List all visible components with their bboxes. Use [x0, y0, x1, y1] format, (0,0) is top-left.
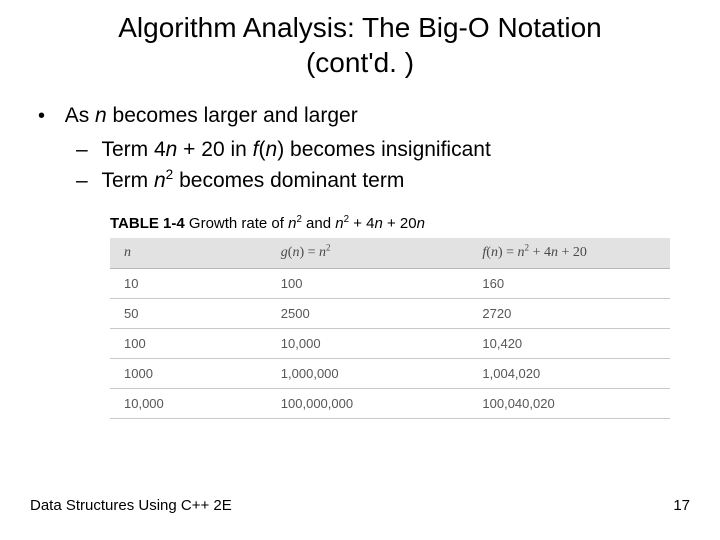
table-body: 10100160 5025002720 10010,00010,420 1000…: [110, 269, 670, 419]
table-row: 10,000100,000,000100,040,020: [110, 389, 670, 419]
slide-footer: Data Structures Using C++ 2E 17: [30, 497, 690, 514]
title-line1: Algorithm Analysis: The Big-O Notation: [118, 12, 601, 43]
slide-title: Algorithm Analysis: The Big-O Notation (…: [30, 10, 690, 80]
col-n: n: [110, 238, 267, 269]
table-row: 10001,000,0001,004,020: [110, 359, 670, 389]
growth-table-wrap: n g(n) = n2 f(n) = n2 + 4n + 20 10100160…: [110, 238, 670, 419]
col-g: g(n) = n2: [267, 238, 469, 269]
footer-text: Data Structures Using C++ 2E: [30, 497, 232, 514]
table-row: 10100160: [110, 269, 670, 299]
table-caption: TABLE 1-4 Growth rate of n2 and n2 + 4n …: [110, 215, 690, 232]
bullet-list: As n becomes larger and larger Term 4n +…: [38, 102, 690, 195]
page-number: 17: [673, 497, 690, 514]
table-header-row: n g(n) = n2 f(n) = n2 + 4n + 20: [110, 238, 670, 269]
title-line2: (cont'd. ): [306, 47, 414, 78]
table-row: 5025002720: [110, 299, 670, 329]
slide: Algorithm Analysis: The Big-O Notation (…: [0, 0, 720, 540]
subbullet-1: Term 4n + 20 in f(n) becomes insignifica…: [76, 136, 690, 164]
table-row: 10010,00010,420: [110, 329, 670, 359]
bullet-1: As n becomes larger and larger Term 4n +…: [38, 102, 690, 195]
subbullet-2: Term n2 becomes dominant term: [76, 167, 690, 195]
col-f: f(n) = n2 + 4n + 20: [468, 238, 670, 269]
growth-table: n g(n) = n2 f(n) = n2 + 4n + 20 10100160…: [110, 238, 670, 419]
